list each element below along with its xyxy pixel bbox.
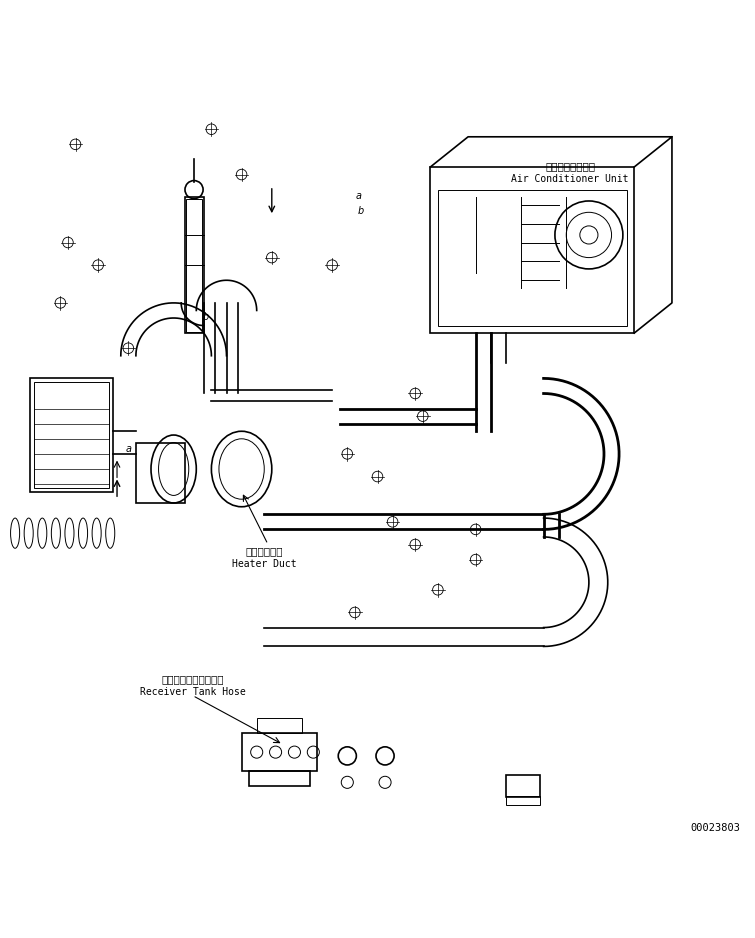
Text: b: b [358,206,364,216]
Text: a: a [125,444,131,454]
Bar [506,775,540,797]
Bar [34,382,109,488]
Bar [186,199,202,332]
Bar [430,167,634,333]
Bar [257,719,302,734]
Text: Heater Duct: Heater Duct [232,559,297,568]
Bar [249,771,310,786]
Text: Air Conditioner Unit: Air Conditioner Unit [511,174,629,184]
Bar [30,378,113,492]
Bar [185,197,204,333]
Text: a: a [356,191,362,201]
Text: Receiver Tank Hose: Receiver Tank Hose [140,687,245,697]
Bar [438,189,627,325]
Text: 00023803: 00023803 [690,823,740,833]
Text: ヒータダクト: ヒータダクト [245,546,283,556]
Bar [136,443,185,503]
Text: エアコンユニット: エアコンユニット [545,160,595,171]
Text: b: b [203,311,209,322]
Bar [506,796,540,805]
Bar [242,734,317,771]
Text: レシーバタンクホース: レシーバタンクホース [162,674,223,684]
